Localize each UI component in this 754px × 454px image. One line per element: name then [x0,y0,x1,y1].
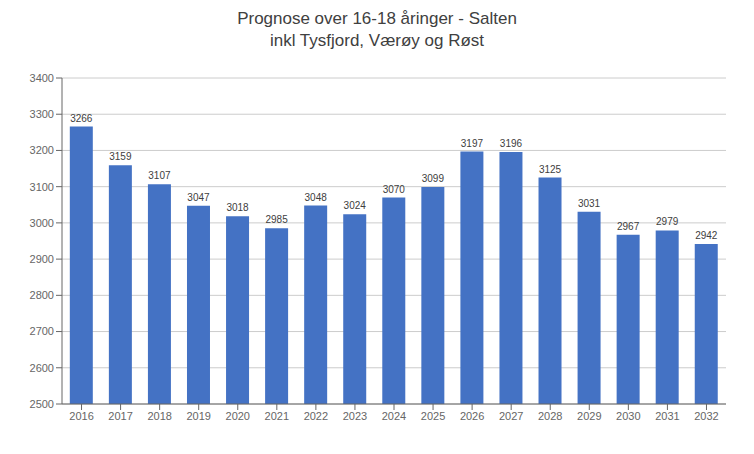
svg-text:3070: 3070 [383,184,406,195]
svg-text:2600: 2600 [30,362,54,374]
svg-text:2027: 2027 [499,410,523,422]
svg-text:2700: 2700 [30,325,54,337]
svg-text:2942: 2942 [695,230,718,241]
svg-text:3047: 3047 [187,192,210,203]
svg-text:3031: 3031 [578,198,601,209]
svg-text:2967: 2967 [617,221,640,232]
svg-text:3197: 3197 [461,138,484,149]
svg-text:2025: 2025 [421,410,445,422]
svg-text:2979: 2979 [656,216,679,227]
svg-text:2020: 2020 [226,410,250,422]
svg-text:3400: 3400 [30,72,54,84]
svg-text:2022: 2022 [304,410,328,422]
svg-text:3018: 3018 [226,202,249,213]
svg-text:2016: 2016 [69,410,93,422]
svg-text:2017: 2017 [108,410,132,422]
svg-text:2021: 2021 [265,410,289,422]
svg-text:3107: 3107 [148,170,171,181]
svg-text:2028: 2028 [538,410,562,422]
svg-text:3266: 3266 [70,113,93,124]
svg-text:3100: 3100 [30,181,54,193]
svg-text:3048: 3048 [305,192,328,203]
svg-text:2029: 2029 [577,410,601,422]
svg-text:3300: 3300 [30,108,54,120]
svg-text:2018: 2018 [147,410,171,422]
svg-text:3200: 3200 [30,144,54,156]
svg-text:3159: 3159 [109,151,132,162]
svg-text:3125: 3125 [539,164,562,175]
svg-text:2030: 2030 [616,410,640,422]
svg-text:2026: 2026 [460,410,484,422]
svg-text:3000: 3000 [30,217,54,229]
svg-text:2019: 2019 [186,410,210,422]
svg-text:2024: 2024 [382,410,406,422]
svg-text:2023: 2023 [343,410,367,422]
svg-text:3099: 3099 [422,173,445,184]
svg-text:2900: 2900 [30,253,54,265]
svg-text:2985: 2985 [265,214,288,225]
svg-text:2032: 2032 [694,410,718,422]
svg-text:3196: 3196 [500,138,523,149]
svg-text:2031: 2031 [655,410,679,422]
html-text:Prognose over 16-18 åringer -: Prognose over 16-18 åringer - Salten [237,9,517,28]
svg-text:2500: 2500 [30,398,54,410]
html-text:inkl Tysfjord, Værøy og Røst: inkl Tysfjord, Værøy og Røst [269,31,485,50]
svg-text:3024: 3024 [344,200,367,211]
svg-text:2800: 2800 [30,289,54,301]
